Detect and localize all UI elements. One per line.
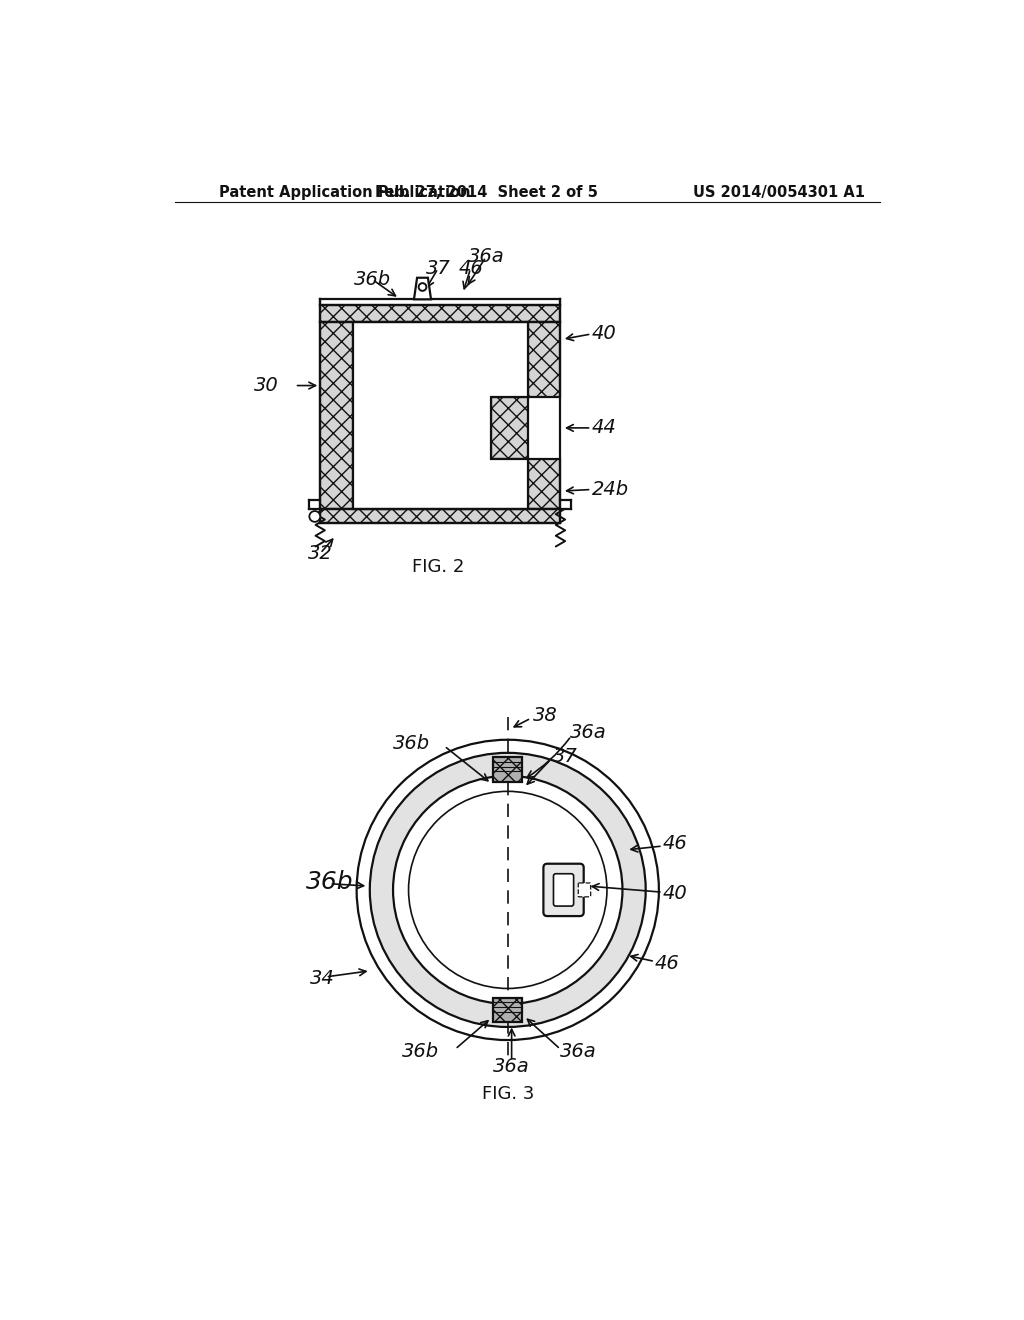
Polygon shape: [528, 459, 560, 508]
Text: 37: 37: [553, 747, 578, 766]
Text: 36a: 36a: [569, 722, 606, 742]
Text: 46: 46: [655, 953, 680, 973]
Text: 24b: 24b: [592, 480, 629, 499]
Polygon shape: [321, 508, 560, 524]
Text: 44: 44: [592, 418, 616, 437]
FancyBboxPatch shape: [544, 863, 584, 916]
Polygon shape: [321, 322, 352, 508]
Polygon shape: [370, 752, 646, 1027]
Polygon shape: [493, 998, 522, 1022]
Text: 40: 40: [663, 884, 687, 903]
Text: 36b: 36b: [306, 870, 354, 894]
Polygon shape: [414, 277, 431, 300]
Text: 30: 30: [254, 376, 280, 395]
Circle shape: [419, 284, 426, 290]
Text: 34: 34: [310, 969, 335, 987]
Text: 46: 46: [663, 834, 687, 853]
Text: 36a: 36a: [560, 1041, 597, 1061]
FancyBboxPatch shape: [554, 874, 573, 906]
Text: Feb. 27, 2014  Sheet 2 of 5: Feb. 27, 2014 Sheet 2 of 5: [375, 185, 597, 199]
Text: 36b: 36b: [402, 1041, 439, 1061]
Text: Patent Application Publication: Patent Application Publication: [219, 185, 471, 199]
Text: 37: 37: [426, 259, 451, 279]
Text: 38: 38: [532, 706, 557, 725]
Polygon shape: [528, 322, 560, 397]
Text: 36a: 36a: [468, 247, 505, 267]
Text: 46: 46: [458, 259, 483, 279]
Text: FIG. 3: FIG. 3: [481, 1085, 534, 1104]
Circle shape: [309, 511, 321, 521]
Polygon shape: [490, 397, 528, 459]
Text: 32: 32: [308, 544, 333, 562]
Text: 36a: 36a: [494, 1057, 530, 1077]
Text: FIG. 2: FIG. 2: [412, 557, 464, 576]
Polygon shape: [321, 305, 560, 322]
Text: US 2014/0054301 A1: US 2014/0054301 A1: [693, 185, 865, 199]
Polygon shape: [493, 758, 522, 781]
Text: 40: 40: [592, 325, 616, 343]
FancyBboxPatch shape: [579, 883, 591, 896]
Polygon shape: [352, 322, 528, 508]
Text: 36b: 36b: [353, 269, 391, 289]
Text: 36b: 36b: [393, 734, 430, 754]
